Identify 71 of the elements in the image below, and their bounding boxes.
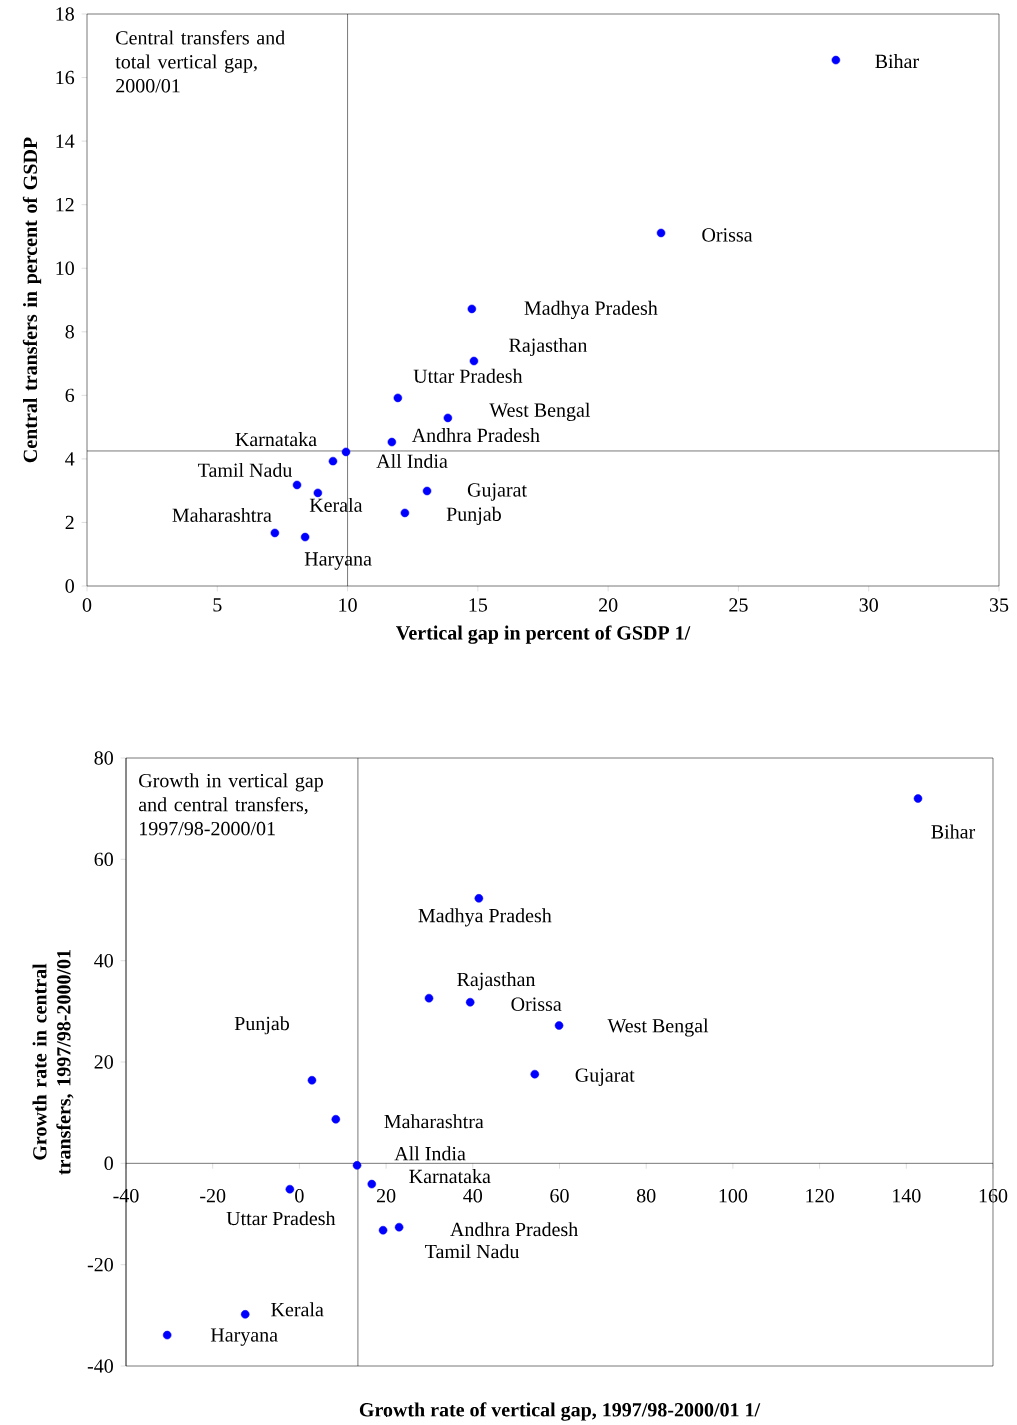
y-axis-title: Growth rate in central transfers, 1997/98-2000/01 [32,950,74,1175]
annotation: Uttar Pradesh [413,368,523,383]
x-tick-label: 10 [339,598,357,612]
annotation: Andhra Pradesh [411,428,540,443]
y-tick-label: -20 [87,1257,113,1272]
annotation: Rajasthan [509,337,588,357]
x-tick-label: 5 [213,598,222,612]
annotation: Kerala [271,1302,324,1317]
y-tick-label: 0 [65,579,74,593]
y-tick-label: 0 [104,1156,113,1171]
annotation: Gujarat [575,1068,635,1086]
y-tick-label: 6 [65,388,75,403]
annotation: Orissa [702,228,753,242]
x-tick-label: 120 [806,1188,834,1203]
annotation: All India [394,1146,466,1161]
x-tick-label: 100 [719,1188,748,1203]
annotation: Andhra Pradesh [450,1222,578,1237]
y-tick-label: 16 [56,70,75,85]
x-axis-title: Growth rate of vertical gap, 1997/98-2000/01 1/ [359,1402,761,1421]
x-tick-label: 0 [295,1188,304,1203]
annotation: Haryana [304,552,372,570]
annotation: Maharashtra [384,1114,484,1129]
annotation: Uttar Pradesh [226,1211,336,1226]
y-tick-label: 10 [56,261,74,275]
annotation: Rajasthan [457,972,536,991]
y-axis-title: Central transfers in percent of GSDP [22,137,42,463]
x-tick-label: 20 [376,1188,396,1203]
annotation: Bihar [931,824,976,839]
annotation: West Bengal [607,1018,709,1037]
y-tick-label: 12 [56,198,74,212]
y-tick-label: 2 [65,515,74,530]
y-tick-label: 40 [94,953,113,968]
annotation: Maharashtra [172,507,272,522]
annotation: Tamil Nadu [198,462,293,477]
x-tick-label: 35 [989,598,1009,612]
text: Central transfers and total vertical gap, 2000/01 [115,30,285,93]
x-tick-label: 15 [469,598,488,612]
annotation: Madhya Pradesh [418,908,552,927]
y-tick-label: 80 [94,751,113,765]
annotation: Gujarat [467,483,527,501]
y-tick-label: 18 [56,7,74,21]
y-tick-label: 60 [94,852,113,867]
x-tick-label: 80 [636,1188,656,1203]
y-tick-label: 14 [56,134,75,148]
x-tick-label: 25 [729,598,748,612]
y-tick-label: 8 [65,325,74,339]
annotation: Karnataka [409,1169,491,1184]
annotation: West Bengal [489,402,591,421]
annotation: Punjab [446,506,501,525]
annotation: Karnataka [235,432,317,447]
x-tick-label: 60 [550,1188,569,1203]
annotation: Punjab [234,1016,289,1035]
y-tick-label: 20 [94,1055,113,1069]
annotation: Orissa [511,997,562,1011]
y-tick-label: -40 [87,1359,113,1373]
annotation: Haryana [210,1328,278,1346]
annotation: Kerala [309,497,363,512]
text: Growth in vertical gap and central transfers, 1997/98-2000/01 [138,773,323,836]
x-tick-label: 140 [893,1188,921,1203]
annotation: Tamil Nadu [425,1244,520,1259]
x-tick-label: 160 [979,1188,1008,1203]
x-tick-label: 30 [859,598,878,612]
x-tick-label: 40 [463,1188,483,1203]
annotation: Madhya Pradesh [524,300,658,319]
x-tick-label: -20 [200,1188,226,1203]
x-tick-label: -40 [113,1188,139,1203]
annotation: Bihar [875,54,919,69]
y-tick-label: 4 [65,452,75,466]
x-tick-label: 20 [599,598,618,612]
x-axis-title: Vertical gap in percent of GSDP 1/ [396,625,691,644]
annotation: All India [376,453,448,468]
